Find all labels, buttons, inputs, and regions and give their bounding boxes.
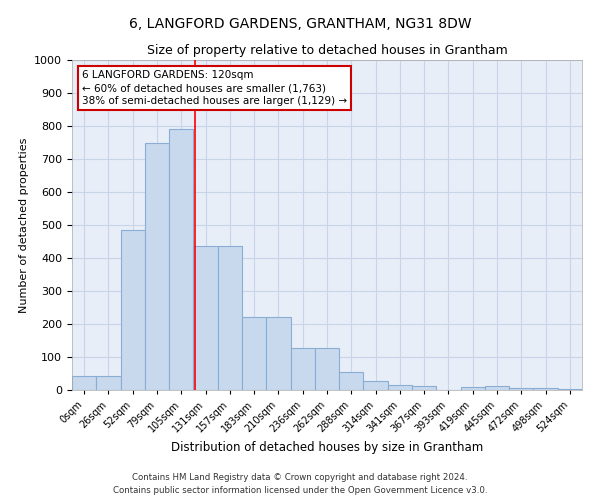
Bar (96, 376, 121, 390)
Bar (242, 318, 266, 390)
Bar (533, 388, 558, 390)
Bar (339, 372, 364, 390)
Bar (266, 318, 290, 390)
Bar (193, 246, 218, 390)
Text: 6 LANGFORD GARDENS: 120sqm
← 60% of detached houses are smaller (1,763)
38% of s: 6 LANGFORD GARDENS: 120sqm ← 60% of deta… (82, 70, 347, 106)
Bar (461, 386, 485, 390)
Bar (412, 386, 436, 390)
Bar (485, 386, 509, 390)
Bar (218, 246, 242, 390)
Bar (388, 385, 412, 390)
Bar (169, 130, 193, 390)
Bar (364, 381, 388, 390)
Bar (290, 348, 315, 390)
X-axis label: Distribution of detached houses by size in Grantham: Distribution of detached houses by size … (171, 441, 483, 454)
Text: 6, LANGFORD GARDENS, GRANTHAM, NG31 8DW: 6, LANGFORD GARDENS, GRANTHAM, NG31 8DW (128, 18, 472, 32)
Y-axis label: Number of detached properties: Number of detached properties (19, 138, 29, 312)
Bar (509, 388, 533, 390)
Title: Size of property relative to detached houses in Grantham: Size of property relative to detached ho… (146, 44, 508, 58)
Bar (121, 230, 145, 390)
Bar (315, 348, 339, 390)
Text: Contains HM Land Registry data © Crown copyright and database right 2024.
Contai: Contains HM Land Registry data © Crown c… (113, 474, 487, 495)
Bar (72, 376, 96, 390)
Bar (145, 142, 169, 390)
